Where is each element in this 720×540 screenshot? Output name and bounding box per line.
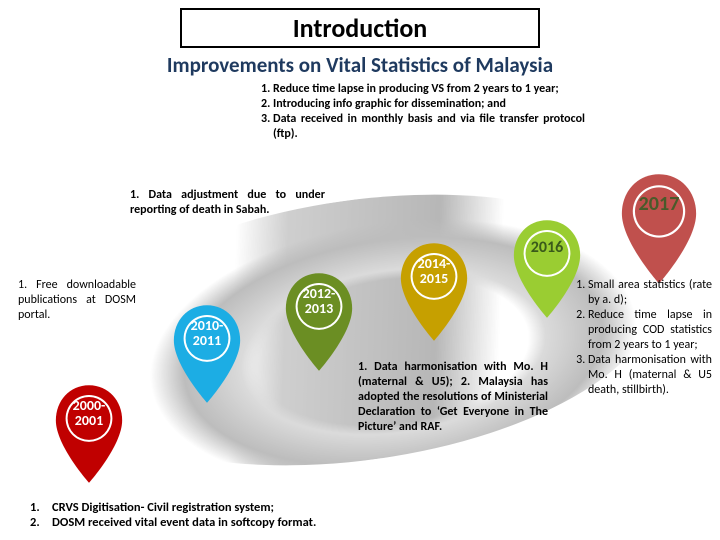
footer-line: CRVS Digitisation- Civil registration sy… — [52, 500, 274, 515]
list-item: Data received in monthly basis and via f… — [273, 112, 585, 142]
block-harmonisation: 1. Data harmonisation with Mo. H (matern… — [358, 360, 548, 435]
pin-2010-2011: 2010-2011 — [168, 300, 246, 410]
footer-notes: 1.CRVS Digitisation- Civil registration … — [30, 500, 316, 530]
page-subtitle: Improvements on Vital Statistics of Mala… — [0, 52, 720, 78]
pin-2012-2013: 2012-2013 — [280, 268, 358, 378]
list-item: Reduce time lapse in producing COD stati… — [588, 308, 712, 353]
pin-label: 2012-2013 — [280, 286, 358, 317]
pin-label: 2016 — [508, 239, 586, 257]
page-title: Introduction — [180, 8, 540, 48]
block-sabah: 1. Data adjustment due to under reportin… — [130, 188, 325, 218]
list-item: Introducing info graphic for disseminati… — [273, 97, 585, 112]
pin-2014-2015: 2014-2015 — [395, 238, 473, 348]
pin-label: 2017 — [615, 193, 702, 215]
block-2016-improvements: Reduce time lapse in producing VS from 2… — [255, 82, 585, 142]
pin-label: 2000-2001 — [50, 398, 128, 429]
footer-line: DOSM received vital event data in softco… — [52, 515, 316, 530]
block-2017-list: Small area statistics (rate by a. d); Re… — [570, 278, 712, 398]
pin-2000-2001: 2000-2001 — [50, 380, 128, 490]
pin-label: 2014-2015 — [395, 256, 473, 287]
block-dosm-portal: 1. Free downloadable publications at DOS… — [18, 278, 136, 323]
list-item: Data harmonisation with Mo. H (maternal … — [588, 353, 712, 398]
pin-2017: 2017 — [615, 168, 702, 291]
pin-label: 2010-2011 — [168, 318, 246, 349]
list-item: Reduce time lapse in producing VS from 2… — [273, 82, 585, 97]
list-item: Small area statistics (rate by a. d); — [588, 278, 712, 308]
